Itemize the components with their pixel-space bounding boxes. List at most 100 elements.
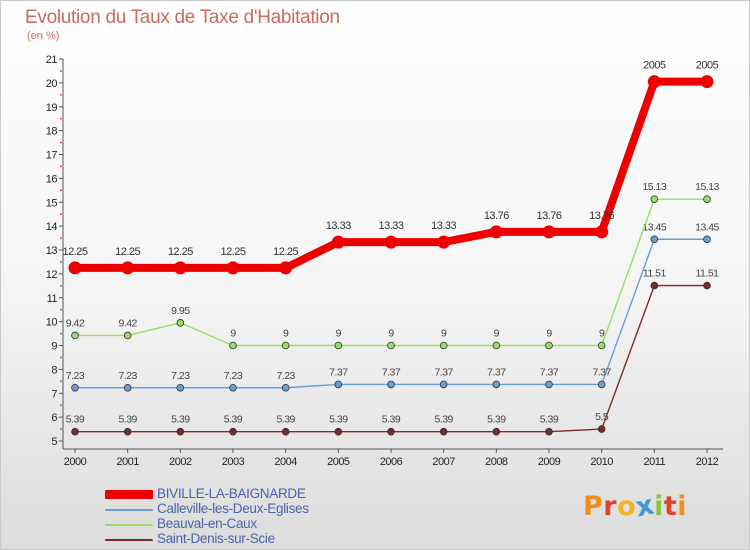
data-label: 9.95 [171, 305, 190, 317]
data-point [650, 235, 659, 244]
data-label: 5.39 [329, 414, 348, 426]
data-point [71, 331, 79, 340]
data-label: 12.25 [220, 246, 245, 258]
data-label: 13.33 [431, 220, 456, 232]
brand-letter: t [663, 491, 678, 522]
data-label: 5.39 [434, 414, 453, 426]
y-minor-dot [60, 165, 62, 168]
data-label: 7.37 [329, 366, 348, 378]
data-label: 7.37 [487, 366, 506, 378]
y-minor-dot [60, 117, 62, 120]
data-label: 7.37 [434, 366, 453, 378]
data-label: 9 [336, 328, 342, 340]
y-tick-label: 8 [51, 364, 57, 376]
data-label: 12.25 [273, 246, 298, 258]
y-tick-label: 20 [46, 78, 58, 90]
data-point [229, 427, 237, 436]
y-minor-dot [60, 332, 62, 335]
data-point [545, 341, 553, 350]
legend-label: Saint-Denis-sur-Scie [157, 531, 275, 546]
data-label: 2005 [643, 60, 666, 72]
data-point [334, 341, 343, 350]
data-point [439, 341, 448, 350]
x-tick-label: 2005 [327, 456, 350, 468]
data-label: 5.39 [382, 414, 401, 426]
data-point [281, 383, 290, 392]
data-label: 9 [230, 328, 236, 340]
data-point [331, 235, 345, 249]
data-label: 11.51 [696, 268, 720, 280]
data-point [226, 261, 240, 275]
data-label: 7.23 [276, 370, 295, 382]
data-point [387, 341, 395, 350]
data-point [439, 427, 448, 436]
data-label: 13.33 [326, 220, 351, 232]
y-tick-label: 18 [46, 126, 58, 138]
data-point [545, 427, 553, 436]
y-minor-dot [60, 308, 62, 311]
x-tick-label: 2011 [644, 456, 666, 468]
data-label: 5.5 [595, 411, 609, 423]
y-tick-label: 19 [46, 102, 58, 114]
data-point [281, 427, 290, 436]
data-label: 7.37 [382, 366, 401, 378]
x-tick-label: 2000 [64, 456, 87, 468]
y-tick-label: 21 [46, 54, 58, 66]
y-minor-dot [60, 213, 62, 216]
brand-letter: o [617, 491, 637, 522]
data-label: 5.39 [66, 414, 85, 426]
y-tick-label: 17 [46, 150, 58, 162]
x-tick-label: 2002 [169, 456, 192, 468]
y-tick-label: 10 [46, 317, 58, 329]
chart-unit-label: (en %) [27, 30, 60, 42]
data-point [71, 427, 79, 436]
data-label: 7.23 [66, 370, 85, 382]
y-minor-dot [60, 237, 62, 239]
data-point [384, 235, 398, 249]
y-minor-dot [60, 141, 62, 144]
data-point [387, 427, 395, 436]
data-point [71, 383, 79, 392]
series-0: 12.25 12.25 12.25 12.25 12.25 13.33 13.33 13.33… [62, 60, 719, 275]
y-minor-dot [60, 356, 62, 359]
y-tick-label: 15 [46, 197, 58, 209]
brand-letter: i [654, 491, 664, 522]
data-point [703, 195, 711, 203]
series-1: 7.23 7.23 7.23 7.23 7.23 7.37 7.37 7.37 7.37 7.37… [66, 221, 720, 392]
y-minor-dot [60, 380, 62, 383]
data-point [492, 427, 501, 436]
data-label: 5.39 [118, 414, 137, 426]
data-label: 13.76 [589, 210, 614, 222]
data-label: 5.39 [487, 414, 506, 426]
data-point [595, 225, 609, 239]
data-label: 15.13 [642, 181, 666, 193]
data-label: 7.37 [592, 366, 611, 378]
data-point [492, 341, 501, 350]
data-label: 13.45 [695, 221, 719, 233]
brand-logo: Proxiti [583, 489, 688, 523]
axes: 5 6 7 8 9 10 11 12 13 14 15 16 17 18 19 20 21 2000 2001 200… [46, 54, 723, 468]
brand-letter: i [677, 491, 688, 522]
data-point [387, 380, 395, 389]
y-tick-label: 5 [51, 436, 57, 448]
data-point [229, 341, 237, 350]
legend-swatch [105, 509, 153, 511]
data-point [492, 380, 501, 389]
legend-swatch [105, 539, 153, 541]
data-label: 7.23 [224, 370, 243, 382]
x-tick-label: 2006 [380, 456, 403, 468]
data-point [123, 331, 132, 340]
data-point [647, 75, 661, 89]
data-label: 9 [283, 328, 289, 340]
y-tick-label: 13 [46, 245, 58, 257]
data-label: 5.39 [276, 414, 295, 426]
data-point [597, 380, 606, 389]
y-tick-label: 9 [51, 341, 57, 353]
series-line [74, 284, 708, 433]
y-tick-label: 11 [47, 293, 58, 305]
y-tick-label: 6 [51, 412, 57, 424]
data-point [489, 225, 503, 239]
data-label: 12.25 [115, 246, 140, 258]
legend-label: Beauval-en-Caux [157, 516, 257, 531]
